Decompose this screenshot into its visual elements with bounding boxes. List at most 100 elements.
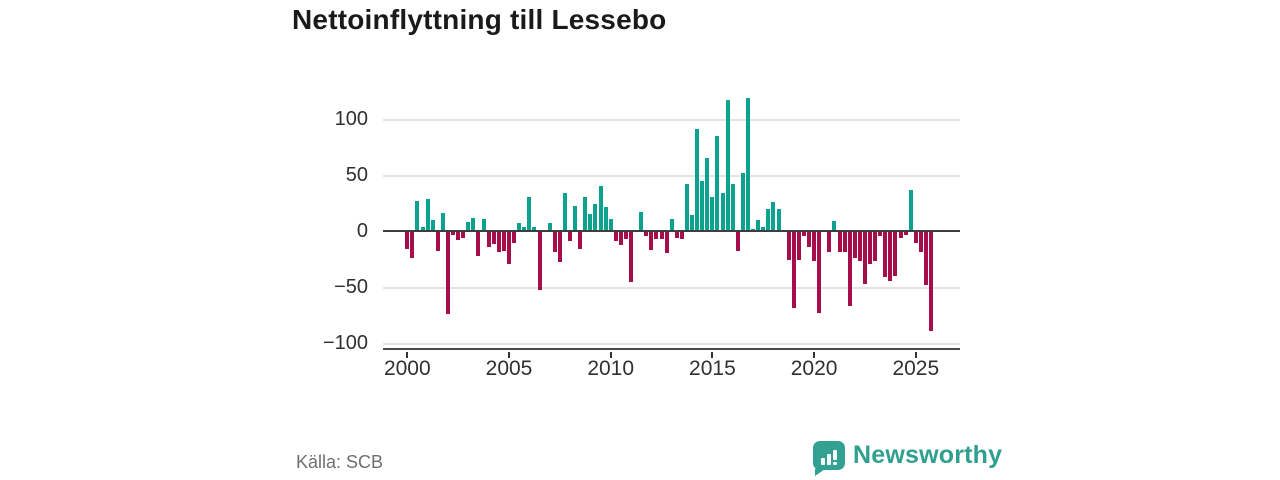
logo-bar-medium [827,454,831,465]
bar [649,232,654,250]
bar [613,232,618,241]
gridline [383,119,960,121]
bar [456,232,461,240]
bar [771,201,776,231]
x-axis-tick [406,352,409,358]
y-tick-label: 0 [356,220,368,242]
y-tick-label: −100 [322,332,368,354]
gridline [383,343,960,345]
gridline [383,175,960,177]
bar [888,232,893,282]
bar [918,232,923,253]
bar-chart-bubble-icon [813,441,845,476]
bar [430,219,435,231]
bar [527,197,532,231]
bar [690,215,695,231]
bar [857,232,862,262]
bar [913,232,918,244]
bar [618,232,623,246]
bar [644,232,649,237]
bar [517,223,522,231]
bar [496,232,501,253]
x-tick-label: 2010 [587,357,635,380]
bar [415,200,420,231]
bar [827,232,832,253]
bar [507,232,511,265]
bar [476,232,481,256]
zero-line [383,230,960,232]
x-axis-line [383,348,960,350]
bar [608,218,613,231]
bar [420,226,425,231]
plot-area [383,90,962,358]
bar [893,232,898,276]
newsworthy-logo: Newsworthy [813,441,1002,476]
bar [791,232,796,309]
bar [705,158,710,231]
bar [923,232,928,285]
logo-bar-exclaim [833,450,837,465]
bar [903,232,908,236]
y-tick-label: 100 [334,108,368,130]
bar [715,135,720,231]
x-axis-tick [508,352,510,358]
bar [573,206,578,231]
x-axis-tick [609,352,612,358]
bar [623,232,628,239]
bar [501,232,506,252]
y-tick-label: 50 [345,164,368,186]
bar [669,218,674,231]
bar [588,214,593,231]
x-axis-tick [711,352,714,358]
bar [929,232,934,331]
bar [842,232,847,253]
bar [852,232,857,258]
bar [679,232,684,239]
bar [801,232,806,237]
bar [552,232,557,253]
bar [654,232,659,239]
bar [908,189,913,231]
bar [568,232,573,241]
bar [639,211,644,231]
x-tick-label: 2015 [689,357,736,380]
bar [674,232,679,238]
bar [425,198,430,231]
bar [837,232,842,253]
bar [598,186,603,231]
y-tick-label: −50 [334,276,368,298]
bar [751,228,756,231]
bar [512,232,517,244]
bar [440,213,445,231]
bar [537,232,542,291]
bar [405,232,410,249]
bar [578,232,583,249]
bar [471,217,476,231]
bar [664,232,669,254]
bar [710,197,715,231]
bar [730,183,735,231]
source-caption: Källa: SCB [296,452,384,472]
bar [451,232,456,236]
bar [740,172,745,231]
bar [720,192,725,231]
chart-title: Nettoinflyttning till Lessebo [292,4,667,35]
bar [883,232,888,277]
bar [659,232,664,239]
bar [562,192,567,231]
bar [684,183,689,231]
bar [878,232,883,237]
bar [807,232,811,247]
x-axis-tick [813,352,816,358]
bar [481,218,486,231]
bar [593,204,598,231]
bar [486,232,491,247]
bar [745,97,750,231]
bar [557,232,562,263]
bar [776,208,781,231]
bar [629,232,634,283]
bar [832,220,837,231]
x-tick-label: 2020 [790,357,838,380]
bar [796,232,801,260]
